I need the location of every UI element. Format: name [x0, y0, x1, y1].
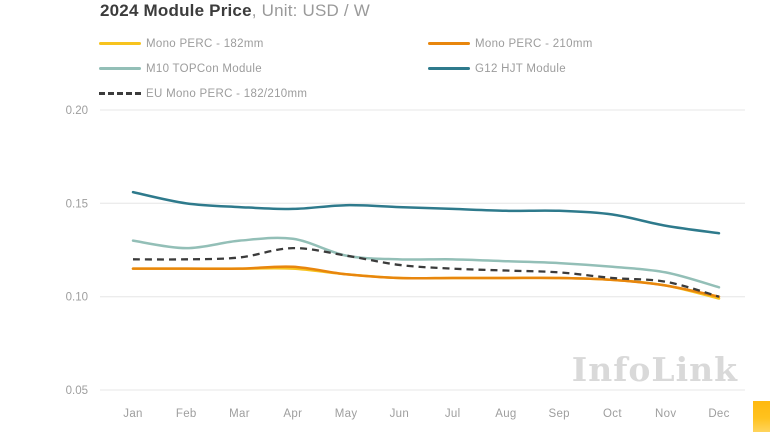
series-line-g12-hjt-module [131, 190, 721, 235]
legend-label: M10 TOPCon Module [146, 62, 262, 75]
legend-item-m10-topcon-module: M10 TOPCon Module [99, 63, 428, 75]
y-axis-tick-label: 0.10 [66, 292, 88, 304]
x-axis-month-label: Jul [445, 408, 461, 420]
chart-legend: Mono PERC - 182mm Mono PERC - 210mm M10 TO… [99, 31, 593, 106]
series-line-mono-perc-210mm [131, 265, 721, 298]
legend-label: Mono PERC - 210mm [475, 37, 593, 50]
x-axis-month-label: Feb [176, 408, 197, 420]
y-axis-tick-label: 0.05 [66, 385, 88, 397]
legend-label: G12 HJT Module [475, 62, 566, 75]
legend-item-g12-hjt-module: G12 HJT Module [428, 63, 593, 75]
legend-swatch-g12-hjt-module [428, 67, 470, 70]
x-axis-month-label: Aug [495, 408, 516, 420]
legend-label: EU Mono PERC - 182/210mm [146, 87, 308, 100]
legend-label: Mono PERC - 182mm [146, 37, 264, 50]
chart-title-unit: , Unit: USD / W [251, 1, 370, 20]
legend-swatch-eu-mono-perc-182-210mm [99, 92, 141, 95]
legend-item-eu-mono-perc-182-210mm: EU Mono PERC - 182/210mm [99, 88, 428, 100]
x-axis-month-label: Dec [708, 408, 729, 420]
corner-accent [753, 401, 770, 432]
x-axis-month-label: May [335, 408, 358, 420]
x-axis-month-label: Nov [655, 408, 676, 420]
x-axis-month-label: Sep [548, 408, 569, 420]
legend-item-mono-perc-210mm: Mono PERC - 210mm [428, 38, 593, 50]
x-axis-month-label: Oct [603, 408, 622, 420]
x-axis-month-label: Jun [390, 408, 409, 420]
y-axis-tick-label: 0.15 [66, 198, 88, 210]
x-axis-month-label: Jan [123, 408, 142, 420]
infolink-watermark: InfoLink [571, 350, 738, 389]
legend-item-mono-perc-182mm: Mono PERC - 182mm [99, 38, 428, 50]
x-axis-month-label: Mar [229, 408, 250, 420]
legend-swatch-mono-perc-182mm [99, 42, 141, 45]
chart-title: 2024 Module Price, Unit: USD / W [100, 1, 370, 21]
x-axis-month-label: Apr [283, 408, 302, 420]
y-axis-tick-label: 0.20 [66, 105, 88, 117]
chart-title-main: 2024 Module Price [100, 1, 252, 20]
series-line-mono-perc-182mm [131, 267, 721, 300]
legend-swatch-mono-perc-210mm [428, 42, 470, 45]
series-line-m10-topcon-module [131, 236, 721, 289]
legend-swatch-m10-topcon-module [99, 67, 141, 70]
series-line-eu-mono-perc-182-210mm [132, 246, 720, 298]
